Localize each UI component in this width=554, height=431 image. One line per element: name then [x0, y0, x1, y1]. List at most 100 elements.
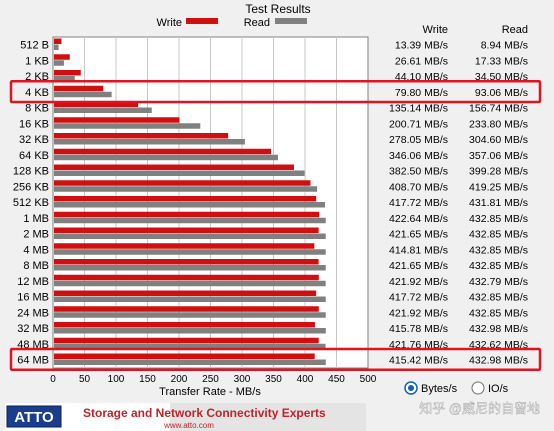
x-tick-label: 350 — [265, 374, 282, 385]
value-label-read: 419.25 MB/s — [469, 181, 528, 193]
banner-tagline: Storage and Network Connectivity Experts — [83, 406, 326, 420]
value-label-write: 415.42 MB/s — [389, 355, 448, 367]
x-tick-label: 50 — [79, 374, 91, 385]
x-tick-label: 0 — [50, 374, 56, 385]
category-label: 8 KB — [25, 103, 49, 115]
value-label-read: 233.80 MB/s — [469, 118, 528, 130]
unit-option-io[interactable]: IO/s — [471, 381, 509, 395]
bar-write — [54, 306, 319, 312]
x-tick-label: 300 — [234, 374, 251, 385]
bar-write — [54, 337, 319, 344]
bar-write — [54, 117, 180, 123]
value-label-write: 421.92 MB/s — [389, 307, 448, 319]
bar-read — [54, 186, 318, 192]
x-tick-label: 100 — [108, 374, 125, 385]
unit-option-bytes[interactable]: Bytes/s — [404, 381, 458, 395]
x-tick-label: 500 — [360, 374, 377, 385]
bar-read — [54, 139, 245, 145]
value-label-read: 432.85 MB/s — [469, 260, 528, 272]
category-label: 64 KB — [19, 150, 49, 162]
highlight-box — [9, 80, 542, 104]
bar-write — [54, 85, 104, 92]
legend-read-label: Read — [244, 17, 270, 29]
bar-read — [54, 76, 75, 82]
value-label-read: 432.85 MB/s — [469, 213, 528, 225]
category-label: 512 B — [20, 40, 49, 52]
bar-read — [54, 359, 326, 365]
banner-gradient — [170, 403, 366, 431]
bar-read — [54, 107, 152, 113]
category-label: 8 MB — [23, 260, 49, 272]
bar-read — [54, 328, 326, 334]
column-header-write: Write — [423, 24, 448, 36]
value-label-write: 26.61 MB/s — [395, 55, 448, 67]
value-label-read: 93.06 MB/s — [475, 87, 528, 99]
value-label-read: 357.06 MB/s — [469, 150, 528, 162]
category-label: 64 MB — [17, 355, 49, 367]
bar-write — [54, 180, 311, 186]
bar-write — [54, 133, 229, 139]
bar-write — [54, 259, 319, 265]
value-label-write: 13.39 MB/s — [395, 40, 448, 52]
value-label-write: 417.72 MB/s — [389, 292, 448, 304]
category-label: 4 MB — [23, 244, 49, 256]
value-label-write: 421.92 MB/s — [389, 276, 448, 288]
category-label: 2 MB — [23, 229, 49, 241]
value-label-write: 346.06 MB/s — [389, 150, 448, 162]
bar-write — [54, 243, 315, 249]
value-label-write: 415.78 MB/s — [389, 323, 448, 335]
value-label-write: 79.80 MB/s — [395, 87, 448, 99]
bar-read — [54, 217, 326, 224]
bar-write — [54, 290, 317, 296]
value-label-read: 399.28 MB/s — [469, 166, 528, 178]
unit-option-bytes-label: Bytes/s — [421, 383, 458, 395]
bar-read — [54, 154, 278, 161]
radio-io-icon[interactable] — [471, 381, 485, 395]
bar-read — [54, 312, 326, 318]
value-label-read: 17.33 MB/s — [475, 55, 528, 67]
bar-write — [54, 227, 319, 233]
bar-write — [54, 148, 272, 155]
x-ticks: 0 50 100 150 200 250 300 350 400 450 500 — [50, 368, 377, 385]
x-tick-label: 250 — [202, 374, 219, 385]
value-label-write: 421.65 MB/s — [389, 260, 448, 272]
legend-read-swatch — [275, 18, 307, 24]
category-label: 32 MB — [17, 323, 49, 335]
value-label-write: 382.50 MB/s — [389, 166, 448, 178]
bar-read — [54, 44, 59, 50]
bar-read — [54, 60, 64, 66]
bar-read — [54, 123, 201, 129]
bars — [54, 38, 326, 365]
bar-read — [54, 249, 326, 255]
value-label-read: 431.81 MB/s — [469, 197, 528, 209]
x-tick-label: 150 — [139, 374, 156, 385]
value-label-write: 421.65 MB/s — [389, 229, 448, 241]
atto-logo: ATTO — [14, 409, 54, 426]
banner-url: www.atto.com — [163, 421, 214, 430]
value-labels: 13.39 MB/s 8.94 MB/s 26.61 MB/s 17.33 MB/s 4… — [389, 40, 528, 367]
value-label-read: 432.79 MB/s — [469, 276, 528, 288]
highlight-box — [9, 347, 542, 371]
value-label-write: 408.70 MB/s — [389, 181, 448, 193]
value-label-read: 432.85 MB/s — [469, 292, 528, 304]
category-label: 4 KB — [25, 87, 49, 99]
value-label-write: 417.72 MB/s — [389, 197, 448, 209]
bar-read — [54, 265, 326, 271]
x-tick-label: 450 — [328, 374, 345, 385]
bar-write — [54, 70, 81, 76]
category-label: 1 KB — [25, 55, 49, 67]
chart-title: Test Results — [245, 2, 310, 16]
bar-read — [54, 233, 326, 239]
value-label-write: 135.14 MB/s — [389, 103, 448, 115]
value-label-write: 200.71 MB/s — [389, 118, 448, 130]
bar-write — [54, 38, 62, 44]
category-label: 12 MB — [17, 276, 49, 288]
x-axis-label: Transfer Rate - MB/s — [159, 386, 261, 398]
x-tick-label: 200 — [171, 374, 188, 385]
bar-write — [54, 54, 70, 60]
x-tick-label: 400 — [297, 374, 314, 385]
category-label: 512 KB — [13, 197, 49, 209]
radio-bytes-dot-icon — [408, 385, 414, 391]
category-label: 16 KB — [19, 118, 49, 130]
